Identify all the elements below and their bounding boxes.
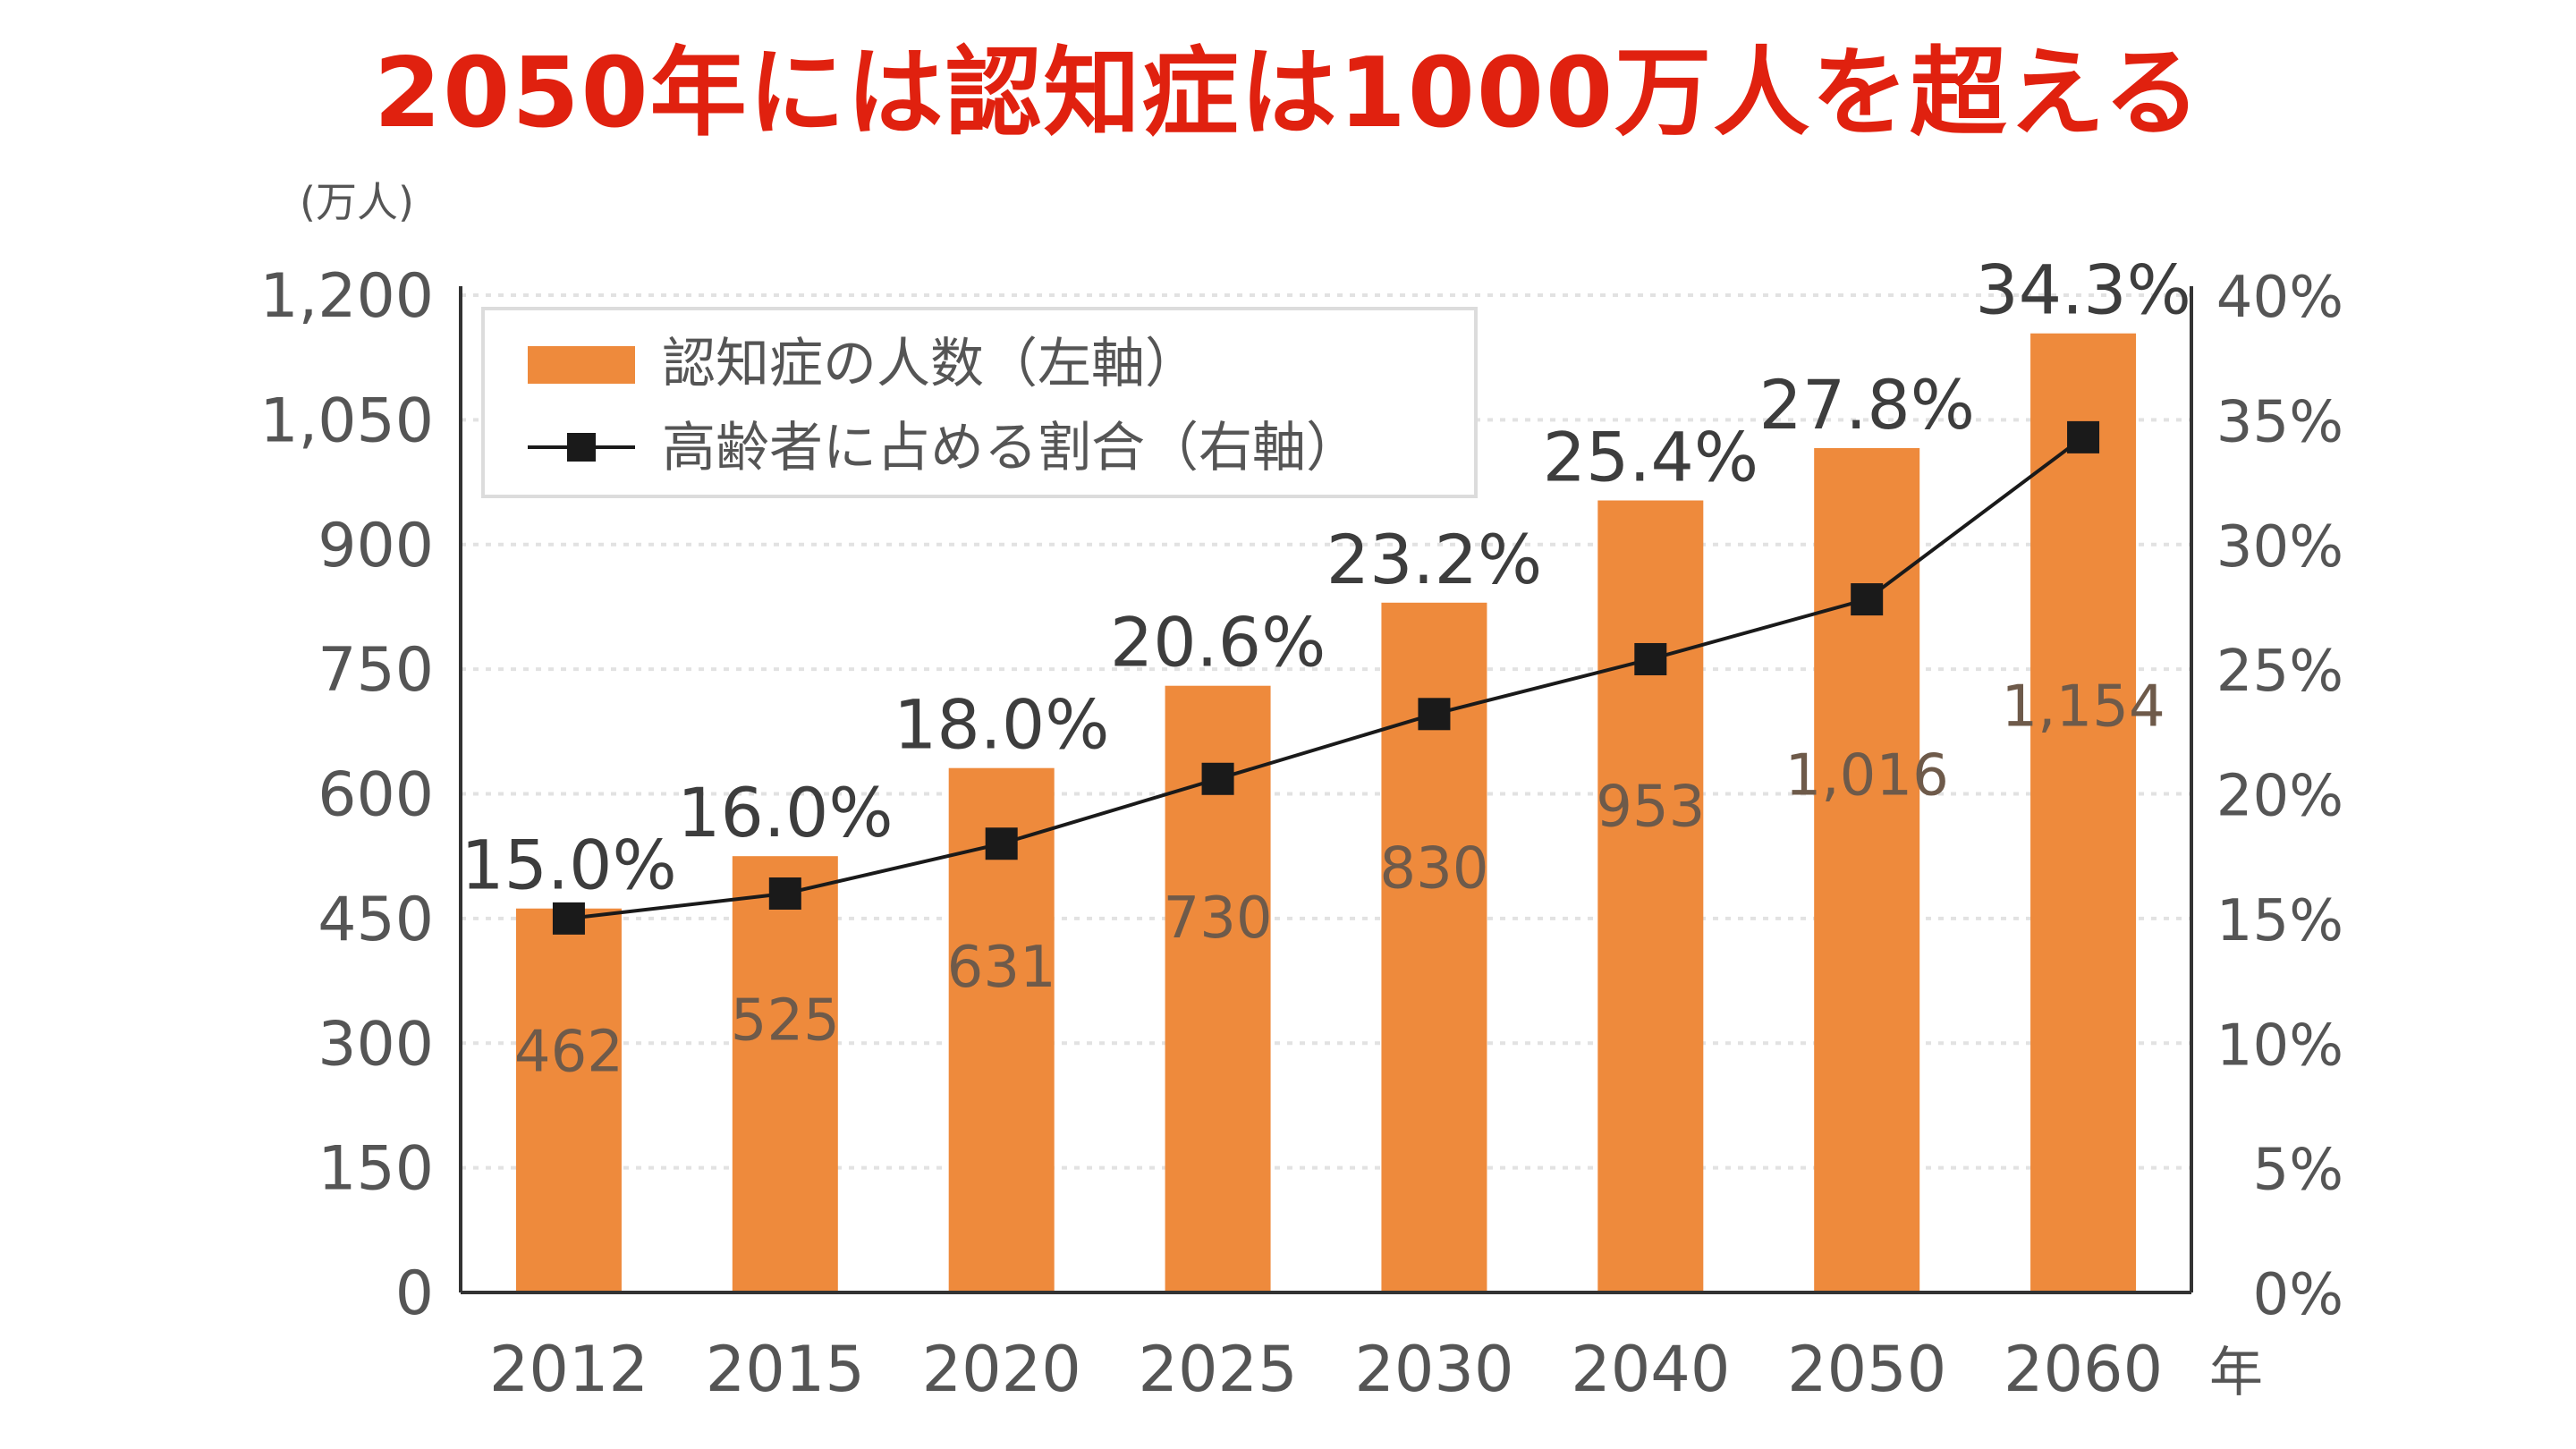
- bar-2050: [1814, 447, 1920, 1292]
- ratio-marker-2015: [768, 877, 801, 910]
- x-axis-unit: 年: [2209, 1342, 2263, 1404]
- x-tick-label: 2025: [1138, 1333, 1297, 1406]
- ratio-value-label: 25.4%: [1543, 418, 1758, 497]
- bar-2015: [732, 856, 838, 1292]
- left-tick-label: 450: [318, 885, 434, 955]
- bar-value-label: 730: [1163, 886, 1272, 952]
- left-axis-unit: (万人): [300, 178, 414, 226]
- bar-value-label: 1,016: [1785, 743, 1949, 809]
- legend-line-label: 高齢者に占める割合（右軸）: [662, 417, 1360, 479]
- x-tick-label: 2030: [1354, 1333, 1513, 1406]
- left-tick-label: 150: [318, 1134, 434, 1205]
- bar-2040: [1597, 500, 1704, 1292]
- ratio-value-label: 15.0%: [461, 826, 676, 905]
- ratio-marker-2020: [985, 827, 1018, 860]
- bar-value-label: 525: [731, 987, 840, 1054]
- slide-title: 2050年には認知症は1000万人を超える: [374, 38, 2202, 149]
- ratio-marker-2025: [1201, 762, 1234, 795]
- left-tick-label: 1,050: [259, 386, 434, 456]
- bar-2060: [2030, 333, 2137, 1292]
- right-tick-label: 35%: [2216, 389, 2343, 455]
- ratio-marker-2050: [1851, 583, 1884, 616]
- bar-value-label: 830: [1379, 835, 1488, 902]
- ratio-value-label: 18.0%: [894, 685, 1109, 765]
- x-tick-label: 2015: [706, 1333, 865, 1406]
- legend-bar-label: 認知症の人数（左軸）: [662, 333, 1199, 395]
- ratio-marker-2012: [552, 902, 585, 935]
- left-tick-label: 750: [318, 635, 434, 706]
- right-tick-label: 15%: [2216, 888, 2343, 954]
- bar-value-label: 462: [514, 1019, 623, 1085]
- x-tick-label: 2040: [1571, 1333, 1730, 1406]
- left-tick-label: 900: [318, 511, 434, 581]
- left-tick-label: 1,200: [259, 261, 434, 332]
- bar-2012: [515, 908, 622, 1292]
- legend-box: [481, 307, 1478, 498]
- right-tick-label: 0%: [2252, 1262, 2343, 1328]
- bar-value-label: 1,154: [2001, 674, 2165, 741]
- ratio-value-label: 34.3%: [1975, 250, 2190, 330]
- ratio-marker-2060: [2067, 420, 2100, 453]
- right-tick-label: 30%: [2216, 514, 2343, 580]
- ratio-value-label: 27.8%: [1758, 365, 1974, 445]
- ratio-value-label: 16.0%: [677, 773, 893, 852]
- ratio-value-label: 23.2%: [1326, 520, 1542, 599]
- ratio-value-label: 20.6%: [1110, 603, 1326, 682]
- ratio-marker-2040: [1634, 642, 1667, 675]
- bar-value-label: 953: [1596, 775, 1705, 841]
- legend-bar-swatch: [528, 346, 635, 384]
- x-tick-label: 2012: [489, 1333, 648, 1406]
- right-tick-label: 5%: [2252, 1138, 2343, 1204]
- legend-line-marker: [567, 433, 596, 462]
- left-tick-label: 0: [395, 1258, 434, 1329]
- left-tick-label: 300: [318, 1009, 434, 1080]
- right-tick-label: 25%: [2216, 639, 2343, 705]
- ratio-marker-2030: [1418, 698, 1451, 731]
- x-tick-label: 2050: [1787, 1333, 1946, 1406]
- bar-value-label: 631: [947, 935, 1056, 1001]
- ratio-line: [568, 436, 2085, 920]
- x-tick-label: 2060: [2004, 1333, 2163, 1406]
- left-tick-label: 600: [318, 760, 434, 831]
- right-tick-label: 40%: [2216, 265, 2343, 331]
- right-tick-label: 20%: [2216, 764, 2343, 830]
- right-tick-label: 10%: [2216, 1013, 2343, 1079]
- x-tick-label: 2020: [922, 1333, 1081, 1406]
